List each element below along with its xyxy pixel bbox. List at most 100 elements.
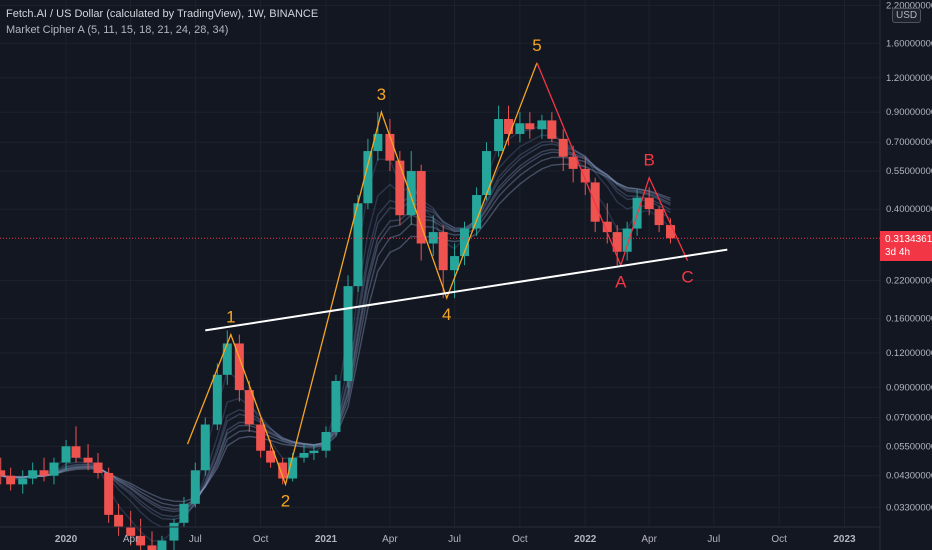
grid-lines [0,0,880,527]
wave-label: C [681,268,693,287]
candle-body [343,286,353,381]
price-tick-label: 1.60000000 [886,38,932,49]
time-tick-label: Apr [123,534,139,545]
last-price-value: 0.31343614 [885,234,932,245]
wave-label: 4 [442,305,451,324]
candle-body [222,343,232,375]
time-tick-label: Apr [382,534,398,545]
candle-body [602,221,612,233]
impulse-wave-line[interactable] [186,62,538,487]
candle-body [309,450,319,453]
candle-body [299,452,309,458]
candle-body [244,390,254,425]
candle-body [71,446,81,458]
ema-ribbon-line [0,151,671,511]
wave-label: 2 [281,491,290,510]
candle-body [580,168,590,183]
price-tick-label: 0.04300000 [886,471,932,482]
time-tick-label: Oct [771,534,787,545]
candle-body [395,160,405,216]
candle-body [547,120,557,139]
price-tick-label: 0.07000000 [886,412,932,423]
candle-body [612,232,622,252]
price-tick-label: 0.22000000 [886,276,932,287]
elliott-wave-drawings[interactable]: 1 2 3 4 5 A B C [186,36,694,511]
candle-body [157,540,167,550]
candle-body [428,232,438,244]
time-tick-label: 2021 [315,534,338,545]
price-tick-label: 0.09000000 [886,382,932,393]
candlestick-series [0,105,675,550]
time-tick-label: Jul [448,534,461,545]
candle-body [39,470,49,476]
time-tick-label: Jul [707,534,720,545]
candle-body [406,171,416,216]
ema-ribbon [0,124,671,542]
candle-body [61,446,71,463]
candle-body [212,374,222,425]
price-tick-label: 1.20000000 [886,73,932,84]
candle-body [190,470,200,504]
candle-body [266,450,276,463]
time-tick-label: Oct [253,534,269,545]
candle-body [537,120,547,130]
candle-body [278,462,288,479]
candle-body [104,472,114,515]
candle-body [83,457,93,463]
candle-body [169,522,179,541]
candle-body [0,470,6,476]
wave-label: 5 [532,36,541,55]
price-tick-label: 0.70000000 [886,137,932,148]
chart-title: Fetch.AI / US Dollar (calculated by Trad… [6,8,319,20]
wave-label: A [615,272,627,291]
indicator-legend[interactable]: Market Cipher A (5, 11, 15, 18, 21, 24, … [6,24,229,36]
time-tick-label: 2023 [833,534,856,545]
candle-body [472,195,482,229]
wave-label: B [643,151,654,170]
candle-body [147,545,157,550]
wave-label: 1 [226,308,235,327]
candle-body [460,228,470,257]
time-tick-label: Apr [641,534,657,545]
last-price-tag: 0.31343614 3d 4h [880,231,932,261]
candle-body [504,118,514,134]
candle-body [622,228,632,252]
support-trendline-line[interactable] [205,248,728,332]
price-axis[interactable]: 2.20000000 1.60000000 1.20000000 0.90000000… [886,0,932,513]
time-tick-label: Jul [189,534,202,545]
price-tick-label: 0.05500000 [886,441,932,452]
candle-body [136,535,146,546]
candle-body [363,151,373,204]
candle-body [321,431,331,451]
ema-ribbon-line [0,124,671,542]
candle-body [256,424,266,451]
candle-body [114,514,124,527]
price-tick-label: 0.90000000 [886,107,932,118]
bar-countdown: 3d 4h [885,247,911,258]
support-trendline[interactable] [205,248,728,332]
candle-body [568,156,578,169]
currency-button[interactable]: USD [892,8,922,23]
time-tick-label: 2020 [55,534,78,545]
candle-body [665,225,675,239]
candle-body [331,380,341,432]
candle-body [482,151,492,196]
candle-body [525,123,535,130]
price-tick-label: 0.55000000 [886,166,932,177]
candle-body [93,462,103,473]
price-tick-label: 0.40000000 [886,204,932,215]
time-axis[interactable]: 2020 Apr Jul Oct 2021 Apr Jul Oct 2022 Apr Jul Oct 2… [55,534,856,545]
price-tick-label: 2.20000000 [886,0,932,11]
time-tick-label: 2022 [574,534,597,545]
correction-wave-line[interactable] [536,62,689,268]
candle-body [654,209,664,226]
candle-body [288,457,298,479]
candle-body [234,343,244,391]
ema-ribbon-line [0,163,671,503]
candle-body [179,503,189,523]
time-tick-label: Oct [512,534,528,545]
candle-body [200,424,210,471]
candle-body [494,118,504,152]
candle-body [385,133,395,161]
